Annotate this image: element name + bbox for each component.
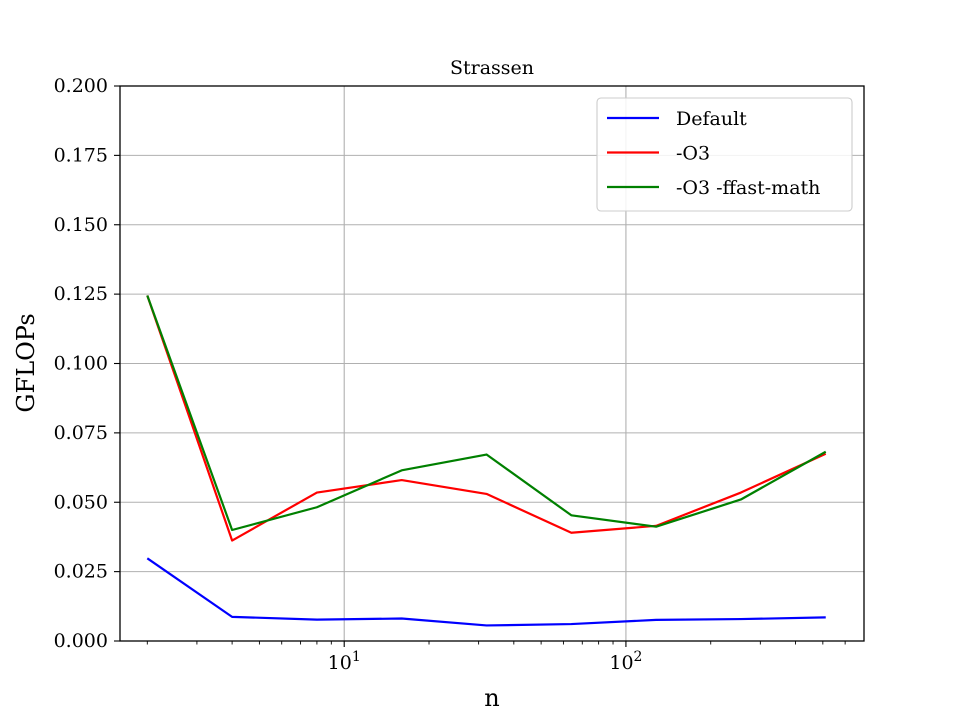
y-tick-label: 0.150 [54,214,108,236]
series-line [146,295,827,542]
series-lines [146,295,827,627]
legend-box [596,97,853,212]
y-tick-label: 0.025 [54,561,108,583]
legend-label: -O3 -ffast-math [676,177,820,199]
series-line [146,295,827,532]
y-tick-label: 0.175 [54,144,108,166]
x-tick-label: 101 [328,649,361,674]
y-tick-label: 0.075 [54,422,108,444]
legend-label: -O3 [676,143,710,165]
y-tick-label: 0.100 [54,353,108,375]
x-tick-label: 102 [609,649,642,674]
y-tick-label: 0.125 [54,283,108,305]
y-axis-title: GFLOPs [12,313,40,412]
chart-title: Strassen [450,57,534,79]
y-tick-label: 0.000 [54,630,108,652]
legend-label: Default [676,108,747,130]
plot-frame [119,85,865,642]
series-line [146,557,826,627]
y-tick-label: 0.050 [54,491,108,513]
y-tick-label: 0.200 [54,75,108,97]
axis-ticks: 0.000 0.025 0.050 0.075 0.100 0.125 0.150 0.175… [54,75,846,674]
x-axis-title: n [484,684,499,712]
legend: Default -O3 -O3 -ffast-math [596,97,853,212]
